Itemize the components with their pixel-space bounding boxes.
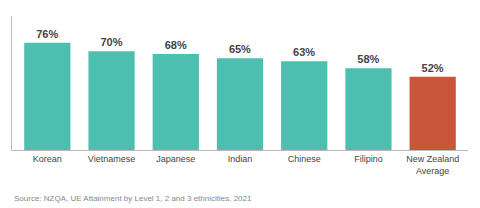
svg-text:63%: 63%	[293, 46, 315, 58]
svg-text:Japanese: Japanese	[156, 154, 195, 164]
svg-text:Chinese: Chinese	[288, 154, 321, 164]
svg-text:65%: 65%	[229, 43, 251, 55]
svg-text:52%: 52%	[422, 62, 444, 74]
svg-text:Source: NZQA, UE Attainment by: Source: NZQA, UE Attainment by Level 1, …	[14, 194, 252, 203]
svg-text:70%: 70%	[100, 36, 122, 48]
svg-text:Vietnamese: Vietnamese	[88, 154, 135, 164]
svg-text:68%: 68%	[165, 39, 187, 51]
svg-text:Indian: Indian	[228, 154, 253, 164]
svg-text:New ZealandAverage: New ZealandAverage	[406, 154, 459, 176]
svg-text:58%: 58%	[357, 53, 379, 65]
svg-text:76%: 76%	[36, 28, 58, 40]
svg-text:Filipino: Filipino	[354, 154, 383, 164]
svg-text:Korean: Korean	[33, 154, 62, 164]
